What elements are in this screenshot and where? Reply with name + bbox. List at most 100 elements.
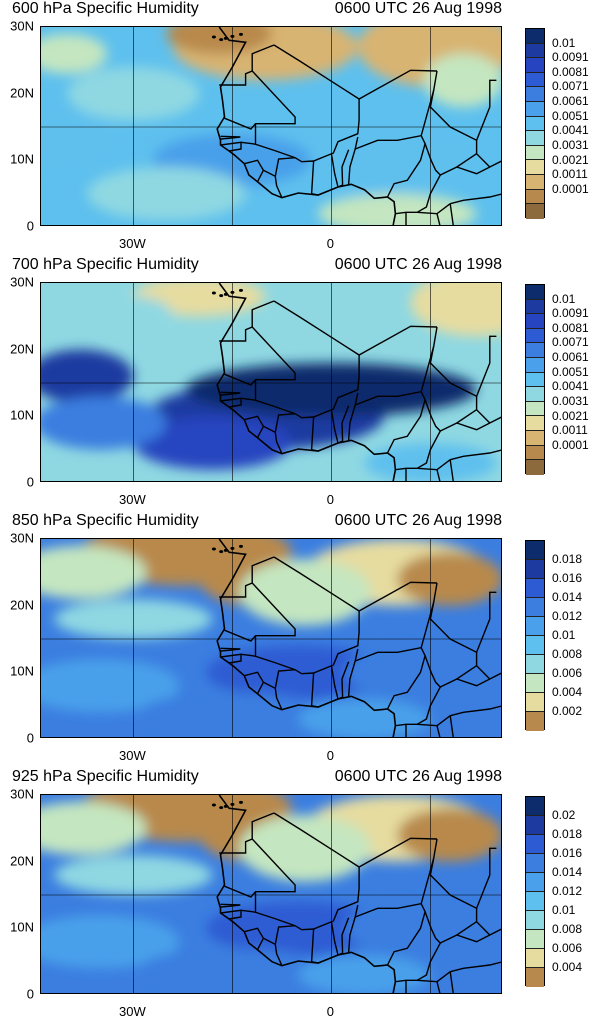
colorbar-swatch [526,29,544,44]
humidity-region [41,396,167,450]
country-border [244,927,265,951]
country-border [310,160,319,196]
y-tick-label: 30N [10,530,34,546]
colorbar-swatch [526,131,544,146]
humidity-region [41,545,147,599]
humidity-region [245,127,484,194]
panel-time: 0600 UTC 26 Aug 1998 [334,512,502,529]
colorbar-swatch [526,189,544,205]
colorbar-label: 0.0001 [552,181,589,196]
humidity-region [239,559,371,626]
humidity-region [41,659,180,713]
country-border [424,143,477,176]
country-border [263,681,283,710]
humidity-region [298,699,431,737]
island [223,548,228,552]
y-tick-label: 0 [26,986,34,1002]
country-border [354,70,438,150]
colorbar-label: 0.004 [552,960,583,974]
country-border [449,715,454,737]
island [223,292,228,296]
colorbar-swatch [526,387,544,402]
colorbar-swatch [526,579,544,598]
x-tick-label: 0 [326,492,335,507]
country-border [405,212,407,225]
country-border [450,705,501,717]
country-border [347,136,359,186]
panel-title: 925 hPa Specific Humidity [12,768,199,785]
country-border [222,838,296,898]
country-border [429,602,491,680]
y-tick-label: 20N [10,85,34,101]
country-border [475,335,497,397]
country-border [222,582,296,642]
colorbar-label: 0.0091 [552,306,589,321]
humidity-region [344,645,477,699]
colorbar-swatch [526,372,544,388]
colorbar-swatch [526,835,544,854]
country-border [449,459,454,481]
country-border [449,971,454,993]
country-border [310,672,319,708]
island [211,291,216,295]
colorbar-label: 0.0051 [552,108,589,123]
colorbar [525,796,545,987]
coastline [216,795,397,993]
country-border [456,928,501,943]
panel-time: 0600 UTC 26 Aug 1998 [334,0,502,17]
humidity-region [41,349,134,403]
colorbar-swatch [526,655,544,674]
island [238,32,243,36]
island [219,550,224,554]
colorbar-label: 0.0041 [552,123,589,138]
y-tick-label: 20N [10,597,34,613]
country-border [416,430,441,469]
colorbar-label: 0.0081 [552,64,589,79]
colorbar-swatch [526,175,544,190]
country-border [220,653,242,664]
humidity-panel: 925 hPa Specific Humidity 0600 UTC 26 Aug… [0,768,600,1023]
humidity-region [410,283,501,337]
country-border [354,838,438,918]
country-border [436,213,441,225]
panel-time: 0600 UTC 26 Aug 1998 [334,768,502,785]
colorbar-swatch [526,560,544,579]
colorbar-label: 0.014 [552,865,583,879]
colorbar-swatch [526,328,544,344]
y-tick-label: 30N [10,274,34,290]
colorbar-label: 0.016 [552,846,583,860]
humidity-region [318,193,477,225]
colorbar-swatch [526,72,544,88]
country-border [220,647,241,652]
country-border [475,79,497,141]
colorbar [525,284,545,475]
country-border [273,812,438,868]
colorbar-swatch [526,636,544,655]
country-border [449,203,454,225]
humidity-region [344,901,477,955]
colorbar-swatch [526,968,544,987]
colorbar-swatch [526,949,544,968]
colorbar-label: 0.01 [552,291,576,306]
panel-title: 850 hPa Specific Humidity [12,512,199,529]
colorbar-swatch [526,285,544,300]
colorbar-label: 0.016 [552,571,583,585]
y-tick-label: 30N [10,786,34,802]
country-border [274,157,296,177]
country-border [330,153,339,188]
country-border [475,847,497,909]
country-border [274,413,296,433]
colorbar-label: 0.0021 [552,152,589,167]
country-border [240,397,256,401]
map-plot [40,538,502,738]
country-border [354,582,438,662]
colorbar-label: 0.01 [552,628,576,642]
country-border [354,326,438,406]
colorbar-label: 0.01 [552,35,576,50]
colorbar-swatch [526,160,544,176]
country-border [273,44,438,100]
country-border [310,928,319,964]
humidity-region [423,53,501,107]
country-border [244,671,265,695]
humidity-region [87,167,246,221]
